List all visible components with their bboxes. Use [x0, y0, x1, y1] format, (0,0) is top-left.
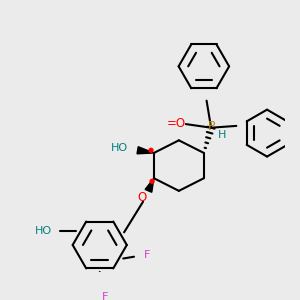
- Text: ●: ●: [147, 147, 153, 153]
- Text: F: F: [102, 292, 108, 300]
- Text: O: O: [137, 191, 147, 204]
- Text: ●: ●: [149, 178, 155, 184]
- Text: H: H: [218, 130, 226, 140]
- Text: P: P: [208, 120, 216, 133]
- Text: HO: HO: [111, 142, 128, 152]
- Polygon shape: [137, 147, 154, 154]
- Text: F: F: [143, 250, 150, 260]
- Text: HO: HO: [35, 226, 52, 236]
- Text: =O: =O: [167, 117, 186, 130]
- Polygon shape: [145, 178, 154, 192]
